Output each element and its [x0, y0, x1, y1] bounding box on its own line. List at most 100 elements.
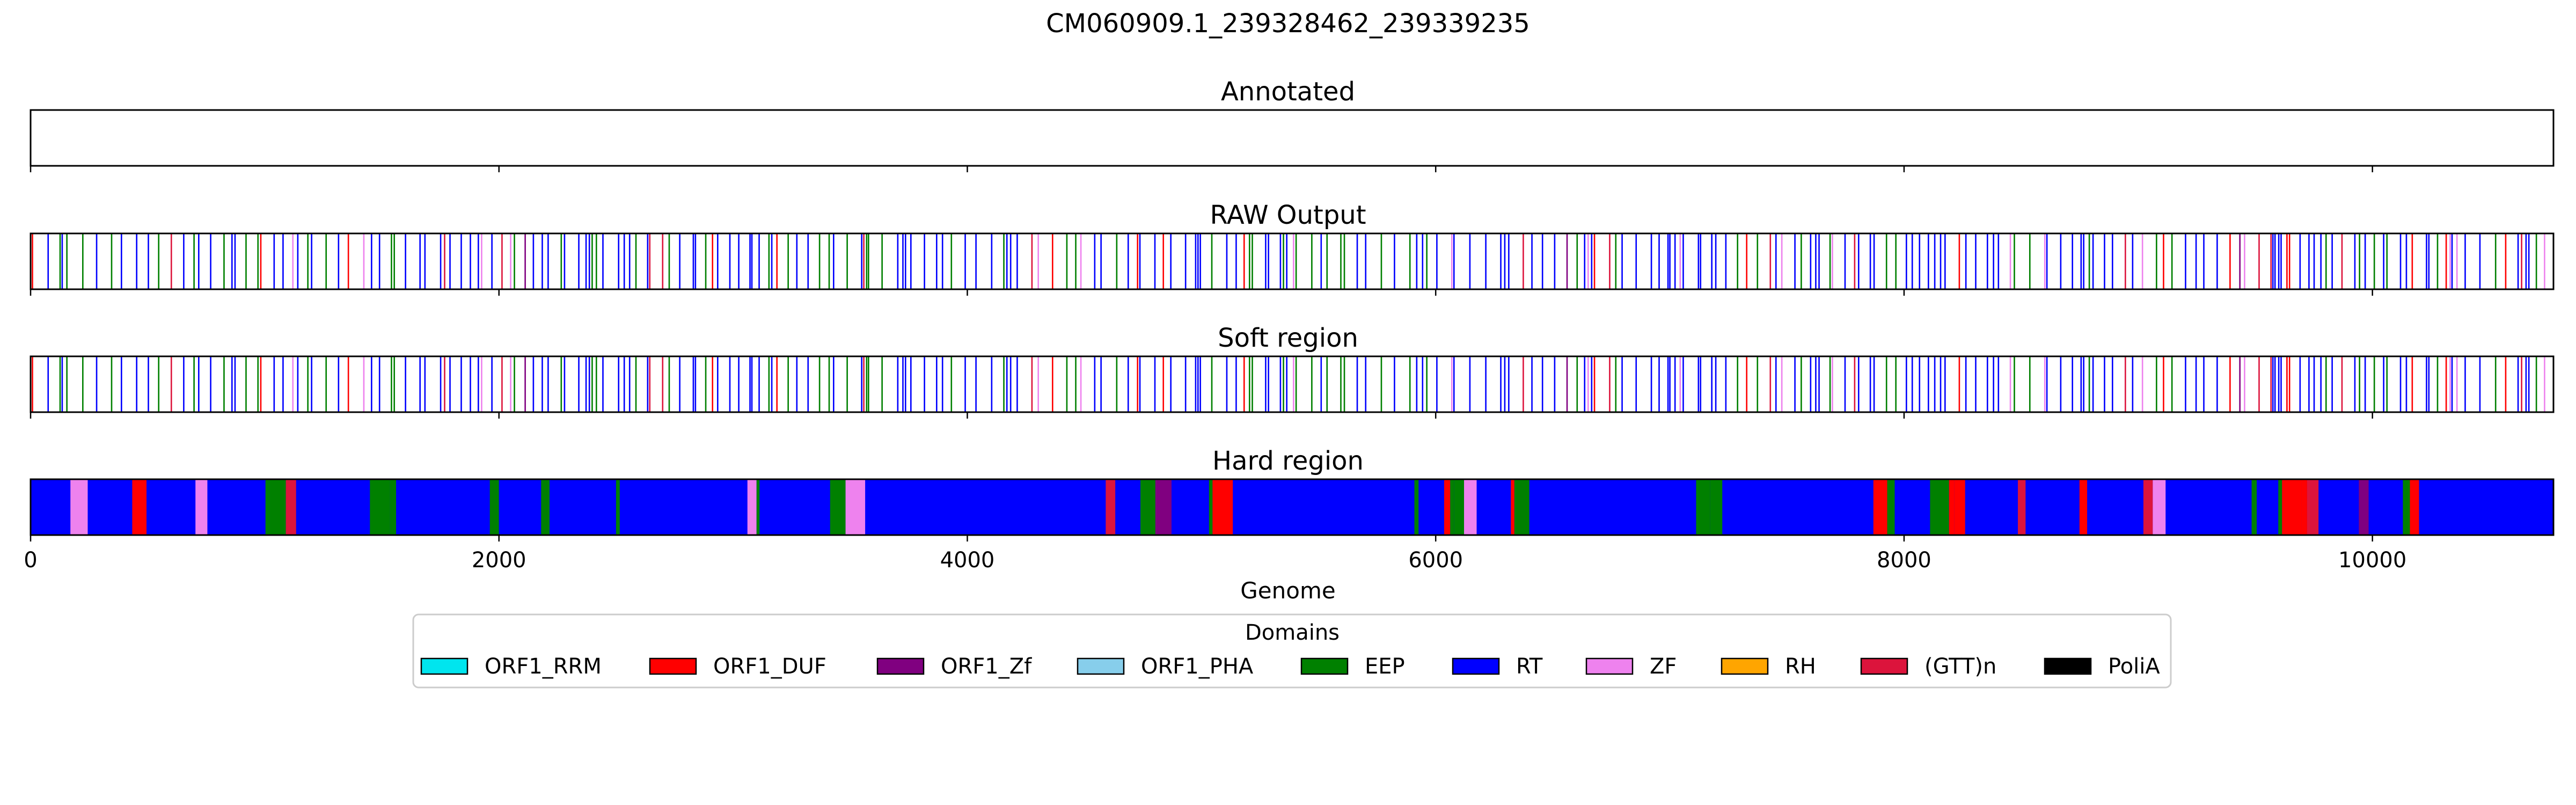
legend-label: ORF1_Zf — [941, 654, 1032, 679]
domain-segment — [1340, 356, 1342, 412]
domain-segment — [245, 356, 247, 412]
domain-segment — [1919, 233, 1921, 289]
domain-segment — [2428, 356, 2430, 412]
domain-segment — [481, 233, 482, 289]
domain-segment — [1887, 479, 1895, 535]
domain-segment — [297, 233, 299, 289]
domain-segment — [257, 356, 259, 412]
domain-segment — [1311, 233, 1313, 289]
domain-segment — [82, 233, 84, 289]
domain-segment — [1531, 233, 1533, 289]
domain-segment — [738, 233, 740, 289]
domain-segment — [2132, 356, 2134, 412]
domain-segment — [1776, 479, 1827, 535]
domain-segment — [1593, 233, 1596, 289]
domain-segment — [2044, 356, 2046, 412]
domain-segment — [910, 233, 912, 289]
domain-segment — [1541, 356, 1543, 412]
domain-segment — [1464, 479, 1477, 535]
domain-segment — [338, 233, 340, 289]
domain-segment — [1725, 233, 1727, 289]
domain-segment — [1075, 356, 1077, 412]
domain-segment — [1873, 356, 1875, 412]
domain-segment — [846, 356, 848, 412]
domain-segment — [1064, 479, 1106, 535]
domain-segment — [950, 356, 953, 412]
domain-segment — [729, 233, 731, 289]
domain-segment — [1235, 233, 1237, 289]
domain-segment — [1115, 479, 1140, 535]
domain-segment — [2153, 479, 2166, 535]
domain-segment — [286, 479, 296, 535]
domain-segment — [1212, 479, 1233, 535]
domain-segment — [1523, 356, 1524, 412]
domain-segment — [1810, 356, 1812, 412]
domain-segment — [712, 356, 714, 412]
domain-segment — [501, 356, 503, 412]
domain-segment — [1541, 233, 1543, 289]
domain-segment — [975, 233, 977, 289]
domain-segment — [2163, 233, 2164, 289]
domain-segment — [1857, 356, 1860, 412]
domain-segment — [1006, 356, 1008, 412]
domain-segment — [1426, 233, 1428, 289]
domain-segment — [2274, 356, 2276, 412]
domain-segment — [1832, 233, 1833, 289]
domain-segment — [1725, 356, 1727, 412]
domain-segment — [1869, 233, 1871, 289]
domain-segment — [692, 233, 694, 289]
domain-segment — [668, 233, 670, 289]
domain-segment — [647, 356, 649, 412]
domain-segment — [1243, 356, 1245, 412]
domain-segment — [941, 233, 943, 289]
domain-segment — [861, 356, 862, 412]
domain-segment — [1584, 356, 1586, 412]
domain-segment — [1722, 479, 1733, 535]
track-panel: Hard region 0 2000 4000 6000 8000 10000 — [24, 446, 2555, 573]
domain-segment — [1436, 233, 1438, 289]
domain-segment — [2203, 233, 2205, 289]
domain-segment — [1265, 356, 1267, 412]
domain-segment — [2274, 233, 2276, 289]
domain-segment — [623, 233, 625, 289]
domain-segment — [66, 356, 68, 412]
domain-segment — [1340, 233, 1342, 289]
domain-segment — [902, 233, 904, 289]
domain-segment — [1801, 233, 1802, 289]
domain-segment — [2307, 479, 2319, 535]
legend-entry: (GTT)n — [1860, 654, 1996, 679]
domain-segment — [1529, 479, 1579, 535]
domain-segment — [1818, 356, 1820, 412]
domain-segment — [771, 233, 773, 289]
domain-segment — [1769, 233, 1772, 289]
domain-segment — [1997, 233, 2000, 289]
legend-swatch — [1077, 657, 1125, 675]
domain-segment — [2354, 233, 2356, 289]
domain-segment — [1426, 356, 1428, 412]
domain-segment — [2092, 356, 2094, 412]
domain-segment — [1066, 356, 1068, 412]
domain-segment — [2029, 233, 2031, 289]
domain-segment — [1009, 356, 1012, 412]
domain-segment — [616, 479, 620, 535]
domain-segment — [1171, 479, 1209, 535]
legend-label: RH — [1785, 654, 1816, 679]
domain-segment — [623, 356, 625, 412]
domain-segment — [828, 233, 830, 289]
domain-segment — [936, 356, 938, 412]
domain-segment — [311, 233, 312, 289]
domain-segment — [1252, 233, 1253, 289]
domain-segment — [2125, 233, 2126, 289]
domain-segment — [1380, 356, 1382, 412]
domain-segment — [2301, 479, 2307, 535]
domain-segment — [1679, 233, 1681, 289]
domain-segment — [2405, 233, 2407, 289]
domain-segment — [158, 356, 160, 412]
domain-segment — [2521, 233, 2522, 289]
domain-segment — [532, 233, 535, 289]
domain-segment — [1700, 356, 1702, 412]
track-title: Soft region — [1218, 323, 1358, 353]
domain-segment — [1857, 233, 1860, 289]
domain-segment — [2359, 479, 2369, 535]
domain-segment — [2528, 233, 2530, 289]
